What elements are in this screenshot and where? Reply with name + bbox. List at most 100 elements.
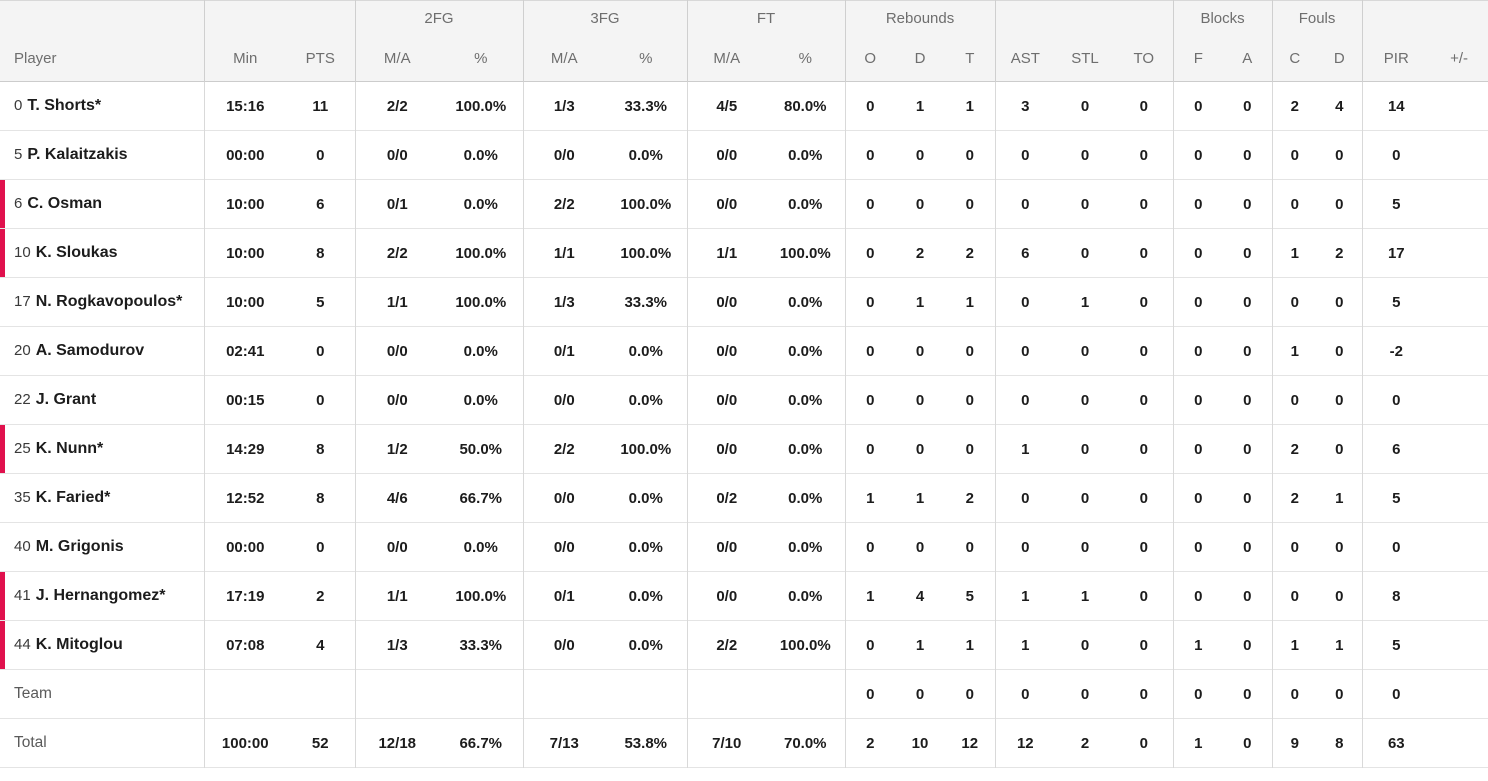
stat-blk-f: 0	[1194, 538, 1203, 556]
player-row: 0 T. Shorts* 15:16 11 2/2 100.0% 1/3 33.3% 4/5 80…	[0, 81, 1488, 131]
player-name: J. Hernangomez*	[35, 587, 166, 604]
stat-reb-o: 0	[866, 195, 875, 213]
stat-ft-pct: 100.0%	[766, 228, 846, 278]
player-name: T. Shorts*	[27, 97, 102, 114]
stat-ast: 0	[1021, 489, 1030, 507]
stat-min: 17:19	[226, 587, 265, 605]
col-header-2fg-pct: %	[439, 36, 524, 82]
player-name: J. Grant	[35, 391, 97, 408]
jersey-number: 22	[14, 391, 31, 408]
stat-foul-d: 0	[1317, 375, 1363, 425]
stat-ft-ma: 0/0	[716, 342, 738, 360]
stat-reb-o: 1	[866, 489, 875, 507]
stat-reb-t: 12	[945, 718, 996, 768]
stat-2fg-pct	[439, 669, 524, 719]
stat-pir: 0	[1392, 685, 1401, 703]
col-header-2fg-ma: M/A	[355, 36, 439, 82]
stat-ast: 0	[1021, 342, 1030, 360]
col-header-ast: AST	[995, 36, 1056, 82]
stat-2fg-ma: 0/1	[386, 195, 408, 213]
stat-blk-f: 0	[1194, 440, 1203, 458]
stat-3fg-pct	[605, 669, 688, 719]
stat-2fg-ma: 0/0	[386, 146, 408, 164]
stat-min: 10:00	[226, 293, 265, 311]
player-name: P. Kalaitzakis	[27, 146, 128, 163]
stat-reb-t: 5	[945, 571, 996, 621]
col-header-foul-c: C	[1272, 36, 1318, 82]
stat-ast: 1	[1021, 636, 1030, 654]
player-cell: 6 C. Osman	[0, 179, 205, 229]
stat-blk-a: 0	[1223, 620, 1273, 670]
col-header-ft-pct: %	[766, 36, 846, 82]
stat-stl: 0	[1080, 489, 1090, 507]
stat-ast: 0	[1021, 391, 1030, 409]
stat-2fg-ma: 1/1	[386, 587, 408, 605]
stat-pts: 11	[286, 81, 356, 131]
stat-to: 0	[1115, 81, 1174, 131]
jersey-number: 35	[14, 489, 31, 506]
stat-min: 07:08	[226, 636, 265, 654]
stat-reb-o: 0	[866, 636, 875, 654]
player-row: 6 C. Osman 10:00 6 0/1 0.0% 2/2 100.0% 0/0 0.0% 0 0…	[0, 179, 1488, 229]
stat-2fg-ma: 1/1	[386, 293, 408, 311]
player-cell: 25 K. Nunn*	[0, 424, 205, 474]
stat-pir: 5	[1392, 489, 1401, 507]
stat-stl: 0	[1080, 195, 1090, 213]
stat-3fg-ma: 0/0	[553, 391, 575, 409]
row-label-cell: Total	[0, 718, 205, 768]
stat-2fg-ma: 0/0	[386, 538, 408, 556]
stat-foul-d: 0	[1317, 326, 1363, 376]
stat-to: 0	[1115, 277, 1174, 327]
stat-ft-pct: 0.0%	[766, 571, 846, 621]
stat-plus-minus	[1430, 719, 1488, 768]
group-header-fouls: Fouls	[1272, 0, 1363, 37]
player-row: 25 K. Nunn* 14:29 8 1/2 50.0% 2/2 100.0% 0/0 0.0%…	[0, 424, 1488, 474]
stat-pir: 5	[1392, 636, 1401, 654]
player-name: A. Samodurov	[35, 342, 145, 359]
stat-reb-d: 1	[915, 293, 925, 311]
stat-stl: 0	[1080, 342, 1090, 360]
stat-foul-d: 0	[1317, 130, 1363, 180]
stat-to: 0	[1115, 326, 1174, 376]
player-name: K. Faried*	[35, 489, 111, 506]
player-row: 41 J. Hernangomez* 17:19 2 1/1 100.0% 0/1 0.0% 0…	[0, 571, 1488, 621]
col-header-pts: PTS	[286, 36, 356, 82]
stat-to: 0	[1115, 375, 1174, 425]
stat-reb-d: 0	[915, 685, 925, 703]
stat-ft-ma: 0/0	[716, 587, 738, 605]
stat-foul-c: 2	[1290, 97, 1299, 115]
group-header-rebounds: Rebounds	[845, 0, 996, 37]
stat-pts: 52	[286, 718, 356, 768]
stat-blk-a: 0	[1223, 571, 1273, 621]
jersey-number: 5	[14, 146, 23, 163]
stat-foul-c: 1	[1290, 342, 1299, 360]
stat-ft-ma: 0/0	[716, 293, 738, 311]
stat-reb-o: 0	[866, 538, 875, 556]
stat-min: 00:15	[226, 391, 265, 409]
stat-ast: 3	[1021, 97, 1030, 115]
stat-blk-a: 0	[1223, 522, 1273, 572]
stat-pir: 63	[1387, 734, 1405, 752]
stat-ft-ma: 0/0	[716, 440, 738, 458]
player-name: M. Grigonis	[35, 538, 124, 555]
stat-ast: 0	[1021, 685, 1030, 703]
jersey-number: 41	[14, 587, 31, 604]
stat-to: 0	[1115, 718, 1174, 768]
stat-foul-d: 4	[1317, 81, 1363, 131]
stat-3fg-pct: 100.0%	[605, 179, 688, 229]
stat-plus-minus	[1430, 523, 1488, 572]
col-header-pir: PIR	[1362, 36, 1431, 82]
stat-reb-o: 0	[866, 391, 875, 409]
group-header-blocks: Blocks	[1173, 0, 1273, 37]
stat-blk-f: 0	[1194, 391, 1203, 409]
stat-blk-a: 0	[1223, 473, 1273, 523]
group-header-3fg: 3FG	[523, 0, 688, 37]
col-header-to: TO	[1115, 36, 1174, 82]
stat-3fg-ma: 2/2	[553, 195, 575, 213]
stat-reb-t: 0	[945, 326, 996, 376]
player-row: 20 A. Samodurov 02:41 0 0/0 0.0% 0/1 0.0% 0/0 0.0…	[0, 326, 1488, 376]
col-header-player: Player	[0, 36, 205, 82]
stat-to: 0	[1115, 522, 1174, 572]
stat-min: 02:41	[226, 342, 265, 360]
player-row: 35 K. Faried* 12:52 8 4/6 66.7% 0/0 0.0% 0/2 0.0%…	[0, 473, 1488, 523]
